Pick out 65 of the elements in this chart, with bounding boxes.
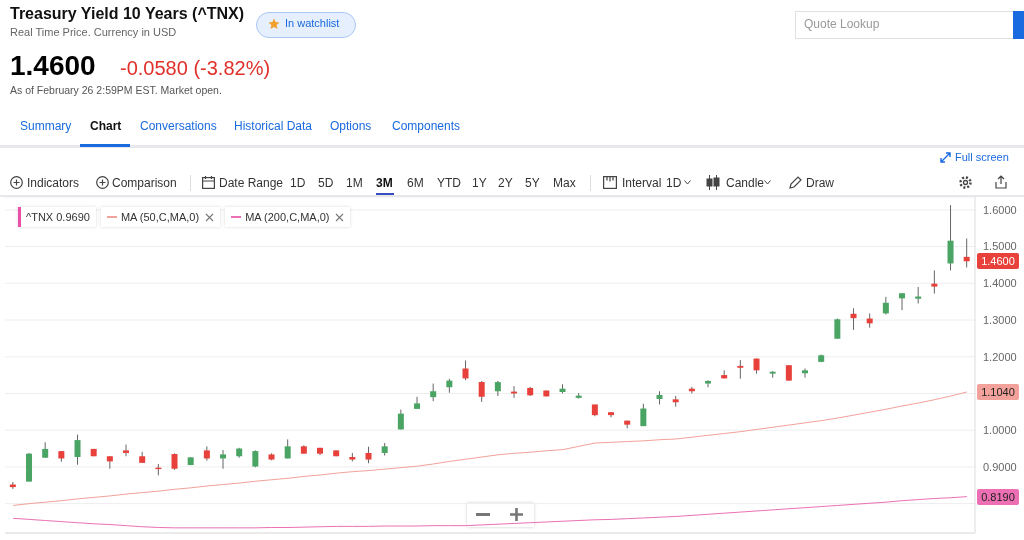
candlestick	[802, 367, 809, 379]
legend-chip: MA (200,C,MA,0)	[225, 207, 351, 227]
chart-title: Treasury Yield 10 Years (^TNX)	[10, 5, 245, 23]
text: YTD	[437, 176, 461, 190]
candlestick	[462, 359, 469, 381]
annotation: 0.8190	[977, 488, 1019, 505]
annotation: ^TNX 0.9690	[26, 211, 90, 223]
candlestick	[478, 380, 485, 403]
text: Components	[392, 119, 461, 133]
text: Conversations	[140, 119, 217, 133]
text: Max	[553, 176, 576, 190]
annotation: 1.1040	[977, 383, 1019, 400]
candlestick	[203, 445, 210, 462]
text: In watchlist	[285, 17, 340, 29]
text: Draw	[806, 176, 835, 190]
text: 1D	[290, 176, 306, 190]
text: Candle	[726, 176, 765, 190]
text: Full screen	[955, 151, 1009, 163]
candlestick	[74, 434, 81, 466]
candlestick	[106, 455, 113, 470]
legend-label: MA (50,C,MA,0)	[120, 211, 200, 223]
candlestick	[931, 269, 938, 295]
annotation: 1.4600	[977, 253, 1019, 270]
candlestick	[705, 379, 712, 388]
line-series	[12, 496, 968, 529]
candlestick	[850, 307, 857, 331]
text: Indicators	[27, 176, 80, 190]
legend-label: MA (200,C,MA,0)	[245, 211, 330, 223]
text: Options	[330, 119, 372, 133]
chart-subtitle: Real Time Price. Currency in USD	[10, 26, 177, 38]
y-tick-label: 1.4000	[983, 277, 1017, 290]
y-tick-label: 1.3000	[983, 313, 1017, 326]
candlestick	[414, 396, 421, 410]
text: 2Y	[498, 176, 513, 190]
text: As of February 26 2:59PM EST. Market open.	[10, 84, 222, 96]
text: Historical Data	[234, 119, 313, 133]
text: -0.0580 (-3.82%)	[120, 57, 271, 80]
text: 6M	[407, 176, 424, 190]
text: Chart	[90, 119, 122, 133]
text: Date Range	[219, 176, 284, 190]
candlestick	[123, 444, 130, 457]
text: 1.4600	[10, 50, 96, 82]
text: Quote Lookup	[804, 17, 880, 31]
candlestick	[899, 292, 906, 311]
y-tick-label: 1.0000	[983, 424, 1017, 437]
text: 1M	[346, 176, 363, 190]
text: 3M	[376, 176, 393, 190]
text: 1Y	[472, 176, 487, 190]
candlestick	[220, 449, 227, 470]
candlestick	[947, 204, 954, 271]
text: Interval	[622, 176, 662, 190]
line-series	[12, 391, 968, 506]
y-tick-label: 1.2000	[983, 350, 1017, 363]
y-tick-label: 0.9000	[983, 460, 1017, 473]
text: 5D	[318, 176, 334, 190]
text: Summary	[20, 119, 72, 133]
text: Comparison	[112, 176, 177, 190]
text: 5Y	[525, 176, 540, 190]
legend-chip: ^TNX 0.9690	[18, 207, 96, 227]
y-tick-label: 1.6000	[983, 203, 1017, 216]
candlestick	[737, 359, 744, 380]
legend-chip: MA (50,C,MA,0)	[100, 207, 221, 227]
text: 1D	[666, 176, 682, 190]
candlestick	[963, 238, 970, 268]
y-tick-label: 1.5000	[983, 240, 1017, 253]
